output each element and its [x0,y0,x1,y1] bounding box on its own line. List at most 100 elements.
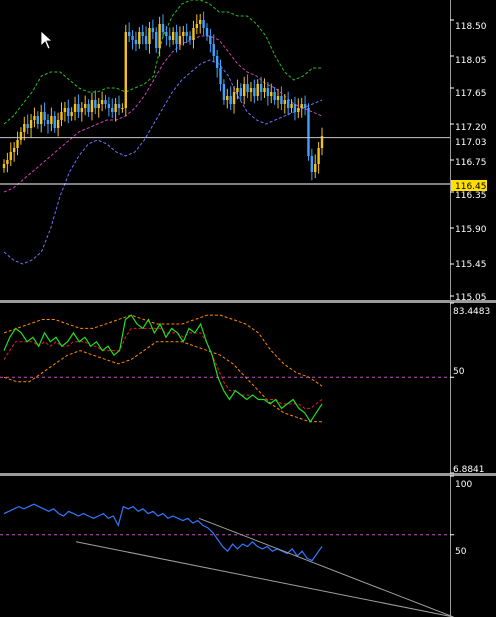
candle-body [36,116,40,124]
oscillator-axis [450,475,454,536]
candle-body [50,116,53,124]
candle-body [19,132,23,140]
candle-body [182,32,185,36]
candle-body [246,84,249,92]
candle-body [199,20,202,24]
oscillator-panel [0,503,454,617]
candle-body [73,104,77,112]
candle-body [202,20,205,28]
candle-body [107,104,111,108]
candle-body [314,164,317,172]
candle-body [46,120,50,124]
candle-body [215,56,219,68]
candle-body [293,104,297,112]
candle-body [209,36,212,44]
price-levels [0,137,450,185]
candle-body [67,108,70,116]
candle-body [144,36,148,44]
indicator-mid-label: 50 [453,367,465,377]
candle-body [165,32,168,36]
candle-body [90,100,94,112]
candle-body [290,104,293,108]
candle-body [151,28,155,32]
candle-body [185,32,188,36]
candle-body [256,84,259,96]
candle-body [148,28,151,44]
candle-body [310,156,314,172]
candle-body [97,104,100,108]
indicator-panel [0,314,450,423]
candle-body [77,104,80,112]
candle-body [263,88,266,92]
candle-body [236,88,239,92]
candle-body [303,104,307,108]
candle-body [141,32,144,36]
candle-body [280,96,283,104]
candle-body [270,92,273,96]
candle-body [219,68,222,84]
mouse-cursor-icon [40,30,54,50]
candle-body [134,40,138,44]
candle-body [155,32,158,48]
candle-body [40,112,43,124]
candle-body [6,160,9,164]
candle-body [178,36,182,44]
lower-band-line [3,59,323,265]
oscillator-line [3,503,323,562]
candle-body [94,100,97,108]
candle-body [33,116,36,120]
candle-body [226,96,229,100]
candle-body [171,32,175,40]
candle-body [12,148,16,152]
candle-body [317,148,320,164]
candle-body [131,36,134,40]
panel-divider [0,473,496,476]
candle-body [239,88,243,96]
price-tick-label: 115.90 [455,225,487,235]
indicator-axis [450,302,454,474]
candle-body [104,100,107,104]
candle-body [80,108,84,112]
candle-body [158,24,161,48]
candle-body [127,32,131,36]
candle-body [276,96,280,100]
candle-body [56,120,60,128]
candle-body [273,92,276,100]
candle-body [168,36,171,40]
price-tick-label: 115.45 [455,260,487,270]
candle-body [114,104,117,112]
candle-body [121,108,124,109]
price-tick-label: 118.05 [455,56,487,66]
price-tick-label: 117.20 [455,123,487,133]
candle-body [222,84,226,100]
candle-body [70,112,73,116]
price-tick-label: 116.75 [455,158,487,168]
candle-body [117,104,121,108]
candle-body [195,24,199,28]
candle-body [87,104,90,112]
candle-body [286,100,290,108]
candle-body [232,92,236,104]
price-tick-label: 118.50 [455,22,487,32]
upper-band-line [3,0,322,125]
price-tick-label: 117.65 [455,89,487,99]
candle-body [205,28,209,36]
candle-body [124,32,127,108]
candle-body [242,84,246,96]
candle-body [60,112,63,120]
price-bands [3,0,323,265]
candle-body [297,108,300,112]
oscillator-mid-label: 50 [455,547,467,557]
price-candles [2,11,324,181]
indicator-max-label: 83.4483 [453,307,490,317]
candle-body [229,96,232,104]
indicator-lower-band [3,341,322,423]
candle-body [63,108,67,112]
candle-body [320,136,324,148]
candle-body [307,108,310,156]
price-tick-label: 116.35 [455,191,487,201]
candle-body [9,152,12,160]
